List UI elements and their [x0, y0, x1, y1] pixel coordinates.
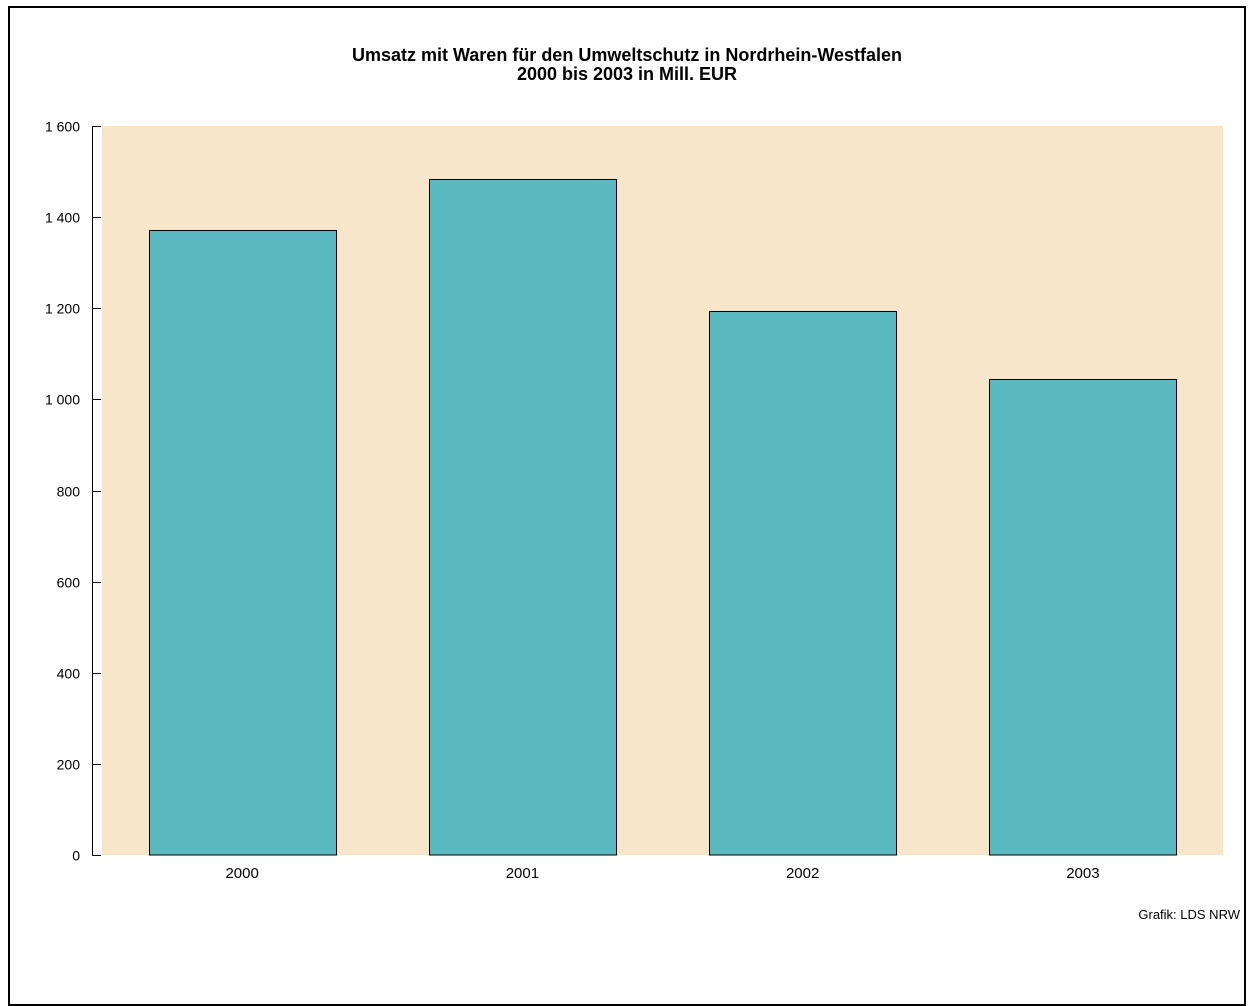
- y-tick-label: 1 000: [45, 392, 80, 408]
- chart-title: Umsatz mit Waren für den Umweltschutz in…: [0, 46, 1254, 84]
- y-tick-label: 800: [57, 484, 81, 500]
- y-tick-label: 400: [57, 666, 81, 682]
- y-axis: 0 200 400 600 800 1 000 1 200 1 400 1 600: [45, 119, 101, 864]
- bar-2003: [989, 379, 1177, 856]
- bar-2002: [709, 311, 897, 856]
- x-tick-label: 2000: [225, 865, 258, 882]
- y-tick-label: 1 400: [45, 210, 80, 226]
- bar-2001: [429, 179, 617, 856]
- bar-2000: [149, 230, 337, 856]
- y-tick-label: 1 200: [45, 301, 80, 317]
- x-axis-labels: 2000 2001 2002 2003: [225, 865, 1099, 882]
- source-note: Grafik: LDS NRW: [1138, 907, 1240, 922]
- y-tick-label: 1 600: [45, 119, 80, 135]
- x-tick-label: 2002: [786, 865, 819, 882]
- y-tick-label: 600: [57, 575, 81, 591]
- y-tick-label: 0: [72, 848, 80, 864]
- chart-subtitle: 2000 bis 2003 in Mill. EUR: [516, 64, 738, 84]
- bars: [149, 179, 1177, 856]
- x-tick-label: 2003: [1066, 865, 1099, 882]
- chart-title-line1: Umsatz mit Waren für den Umweltschutz in…: [351, 45, 903, 65]
- y-tick-label: 200: [57, 757, 81, 773]
- x-tick-label: 2001: [506, 865, 539, 882]
